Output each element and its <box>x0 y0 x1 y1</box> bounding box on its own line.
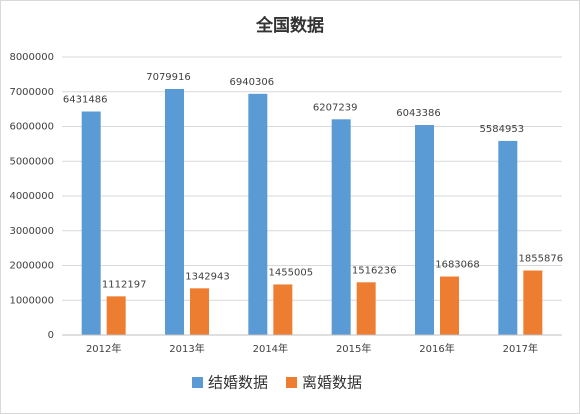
bar <box>331 119 351 335</box>
x-tick-label: 2016年 <box>419 342 454 355</box>
data-label: 1455005 <box>269 267 314 278</box>
y-tick-label: 3000000 <box>9 226 54 237</box>
bar <box>106 296 126 335</box>
bar <box>523 270 543 335</box>
data-label: 1516236 <box>352 265 397 276</box>
data-label: 6207239 <box>313 102 358 113</box>
y-tick-label: 8000000 <box>9 52 54 63</box>
legend-swatch <box>286 377 298 388</box>
chart-title: 全国数据 <box>255 15 324 36</box>
bar <box>440 276 459 335</box>
y-tick-label: 0 <box>48 330 54 341</box>
data-label: 1855876 <box>519 254 564 265</box>
bar <box>498 140 518 335</box>
data-label: 6043386 <box>396 108 441 119</box>
x-tick-label: 2012年 <box>86 342 121 355</box>
bar <box>165 88 184 335</box>
y-tick-label: 6000000 <box>9 122 54 133</box>
data-label: 1342943 <box>185 271 230 282</box>
bar <box>273 284 293 335</box>
y-tick-label: 5000000 <box>9 156 54 167</box>
bar <box>248 93 268 335</box>
data-label: 6940306 <box>230 77 275 88</box>
legend-swatch <box>192 377 203 388</box>
y-tick-label: 4000000 <box>9 191 54 202</box>
x-tick-label: 2014年 <box>253 342 288 355</box>
x-tick-label: 2017年 <box>503 342 538 355</box>
bar <box>81 111 101 335</box>
data-label: 1112197 <box>102 279 147 290</box>
y-tick-label: 7000000 <box>9 87 54 98</box>
data-label: 7079916 <box>146 72 191 83</box>
data-label: 1683068 <box>435 260 480 271</box>
x-tick-label: 2015年 <box>336 342 371 355</box>
bar <box>356 282 376 335</box>
bar <box>415 124 434 335</box>
y-tick-label: 1000000 <box>9 295 54 306</box>
x-tick-label: 2013年 <box>169 342 204 355</box>
data-label: 5584953 <box>480 124 525 135</box>
y-tick-label: 2000000 <box>9 261 54 272</box>
bar <box>190 288 209 335</box>
legend-label: 结婚数据 <box>208 374 268 392</box>
data-label: 6431486 <box>63 95 108 106</box>
legend-label: 离婚数据 <box>302 374 362 392</box>
